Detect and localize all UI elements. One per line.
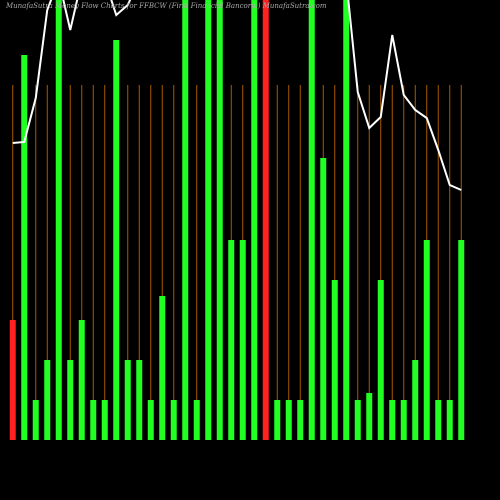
bar [297,400,304,440]
bar [136,360,143,440]
bar [435,400,442,440]
price-line [12,0,462,191]
bar [216,0,223,440]
bar [285,400,292,440]
bar [78,320,85,440]
bar [159,296,166,440]
bar [101,400,108,440]
bar [331,280,338,440]
bar [423,240,430,440]
bar [32,400,39,440]
bar [182,0,189,440]
bar [308,0,315,440]
bar [320,158,327,440]
bar [113,40,120,440]
bar [90,400,97,440]
bar [44,360,51,440]
bar [262,0,269,440]
bar [67,360,74,440]
chart-title: MunafaSutra Money Flow Charts for FFBCW … [5,2,327,10]
bar [147,400,154,440]
bar [21,55,28,440]
bar [239,240,246,440]
bar [389,400,396,440]
bar [377,280,384,440]
bar [366,393,373,440]
bar [124,360,131,440]
bar [400,400,407,440]
bar [274,400,281,440]
bar [354,400,361,440]
bar [458,240,465,440]
bar [9,320,16,440]
bar [193,400,200,440]
bar [251,0,258,440]
bar [446,400,453,440]
bar [55,0,62,440]
bar [343,0,350,440]
bar [228,240,235,440]
bar [170,400,177,440]
bar [412,360,419,440]
bar [205,0,212,440]
